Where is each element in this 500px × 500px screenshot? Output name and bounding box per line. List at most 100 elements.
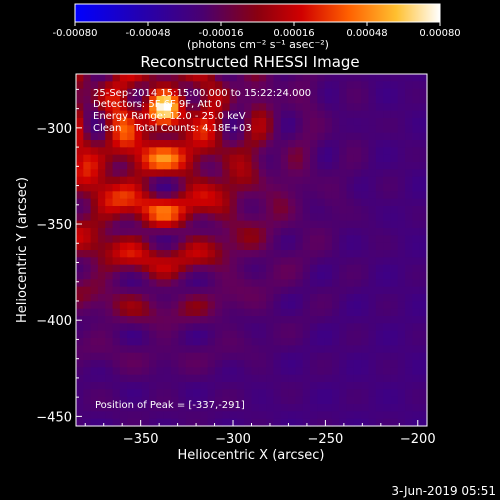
heatmap-cell [185, 308, 194, 317]
heatmap-cell [207, 352, 216, 361]
heatmap-cell [375, 176, 384, 185]
heatmap-cell [258, 118, 267, 126]
heatmap-cell [375, 367, 384, 376]
heatmap-cell [112, 250, 121, 258]
heatmap-cell [324, 198, 333, 207]
heatmap-cell [324, 352, 333, 361]
heatmap-cell [288, 132, 296, 141]
heatmap-cell [112, 235, 121, 244]
heatmap-cell [295, 140, 304, 148]
heatmap-cell [266, 418, 275, 427]
heatmap-cell [288, 382, 296, 390]
heatmap-cell [324, 88, 333, 97]
heatmap-cell [361, 352, 370, 361]
heatmap-cell [339, 396, 348, 405]
heatmap-cell [361, 279, 370, 288]
heatmap-cell [353, 74, 362, 82]
heatmap-cell [76, 264, 84, 273]
heatmap-cell [353, 382, 362, 390]
heatmap-cell [383, 96, 392, 104]
heatmap-cell [339, 235, 348, 244]
heatmap-cell [302, 235, 311, 244]
heatmap-cell [105, 367, 114, 376]
heatmap-cell [310, 294, 318, 302]
heatmap-cell [361, 345, 370, 354]
heatmap-cell [112, 404, 121, 412]
heatmap-cell [310, 110, 318, 119]
heatmap-cell [171, 110, 179, 119]
heatmap-cell [317, 235, 326, 244]
heatmap-cell [412, 81, 421, 90]
heatmap-cell [178, 74, 187, 82]
heatmap-cell [171, 228, 179, 236]
heatmap-cell [266, 140, 275, 148]
heatmap-cell [288, 396, 296, 405]
heatmap-cell [200, 404, 209, 412]
heatmap-cell [412, 301, 421, 310]
heatmap-cell [368, 360, 377, 368]
heatmap-cell [105, 176, 114, 185]
heatmap-cell [331, 330, 340, 339]
heatmap-cell [317, 411, 326, 420]
heatmap-cell [76, 140, 84, 148]
heatmap-cell [339, 316, 348, 324]
heatmap-cell [193, 213, 201, 222]
heatmap-cell [171, 132, 179, 141]
heatmap-cell [280, 308, 289, 317]
heatmap-cell [200, 198, 209, 207]
heatmap-cell [214, 162, 223, 170]
heatmap-cell [178, 389, 187, 398]
heatmap-cell [214, 81, 223, 90]
heatmap-cell [390, 198, 399, 207]
heatmap-cell [156, 404, 165, 412]
heatmap-cell [178, 198, 187, 207]
heatmap-cell [368, 176, 377, 185]
heatmap-cell [397, 162, 406, 170]
heatmap-cell [222, 176, 231, 185]
heatmap-cell [288, 323, 296, 332]
heatmap-cell [141, 154, 150, 163]
heatmap-cell [200, 140, 209, 148]
heatmap-cell [295, 360, 304, 368]
heatmap-cell [397, 88, 406, 97]
heatmap-cell [346, 338, 355, 346]
heatmap-cell [346, 345, 355, 354]
heatmap-cell [185, 389, 194, 398]
heatmap-cell [105, 301, 114, 310]
heatmap-cell [156, 169, 165, 178]
heatmap-cell [339, 206, 348, 214]
heatmap-cell [83, 418, 92, 427]
heatmap-cell [412, 374, 421, 383]
heatmap-cell [339, 308, 348, 317]
heatmap-cell [185, 279, 194, 288]
heatmap-cell [266, 374, 275, 383]
heatmap-cell [266, 74, 275, 82]
heatmap-cell [163, 345, 172, 354]
heatmap-cell [346, 213, 355, 222]
heatmap-cell [76, 162, 84, 170]
heatmap-cell [353, 323, 362, 332]
heatmap-cell [317, 418, 326, 427]
heatmap-cell [214, 118, 223, 126]
heatmap-cell [76, 352, 84, 361]
heatmap-cell [244, 206, 253, 214]
heatmap-cell [163, 118, 172, 126]
heatmap-cell [112, 213, 121, 222]
heatmap-cell [353, 103, 362, 112]
heatmap-cell [163, 396, 172, 405]
heatmap-cell [280, 154, 289, 163]
heatmap-cell [419, 228, 428, 236]
heatmap-cell [353, 396, 362, 405]
heatmap-cell [214, 389, 223, 398]
heatmap-cell [112, 264, 121, 273]
heatmap-cell [295, 367, 304, 376]
heatmap-cell [83, 367, 92, 376]
heatmap-cell [193, 272, 201, 280]
heatmap-cell [346, 74, 355, 82]
heatmap-cell [339, 382, 348, 390]
heatmap-cell [258, 176, 267, 185]
heatmap-cell [83, 81, 92, 90]
heatmap-cell [273, 206, 282, 214]
heatmap-cell [310, 367, 318, 376]
heatmap-cell [273, 81, 282, 90]
